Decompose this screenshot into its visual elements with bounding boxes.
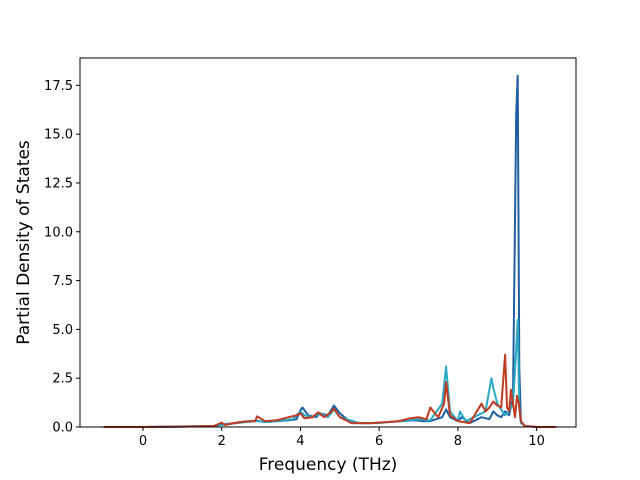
- x-tick-label: 8: [454, 434, 462, 449]
- y-tick-label: 12.5: [44, 176, 73, 191]
- y-tick-label: 5.0: [52, 323, 73, 338]
- x-tick-label: 10: [528, 434, 545, 449]
- y-tick-label: 2.5: [52, 372, 73, 387]
- x-tick-label: 2: [218, 434, 226, 449]
- y-axis-ticks: 0.0 2.5 5.0 7.5 10.0 12.5 15.0 17.5: [44, 79, 80, 436]
- y-tick-label: 7.5: [52, 274, 73, 289]
- y-tick-label: 0.0: [52, 421, 73, 436]
- x-tick-label: 4: [296, 434, 304, 449]
- y-axis-label: Partial Density of States: [14, 140, 34, 345]
- y-tick-label: 15.0: [44, 128, 73, 143]
- series-line-3: [103, 353, 557, 428]
- x-axis-ticks: 0 2 4 6 8 10: [139, 427, 545, 449]
- series-line-2: [103, 318, 557, 428]
- y-tick-label: 10.0: [44, 225, 73, 240]
- axes-frame: [79, 57, 577, 428]
- x-axis-label: Frequency (THz): [259, 455, 398, 475]
- y-tick-label: 17.5: [44, 79, 73, 94]
- series-layer: [103, 74, 557, 428]
- series-line-1: [103, 74, 557, 428]
- x-tick-label: 0: [139, 434, 147, 449]
- x-tick-label: 6: [375, 434, 383, 449]
